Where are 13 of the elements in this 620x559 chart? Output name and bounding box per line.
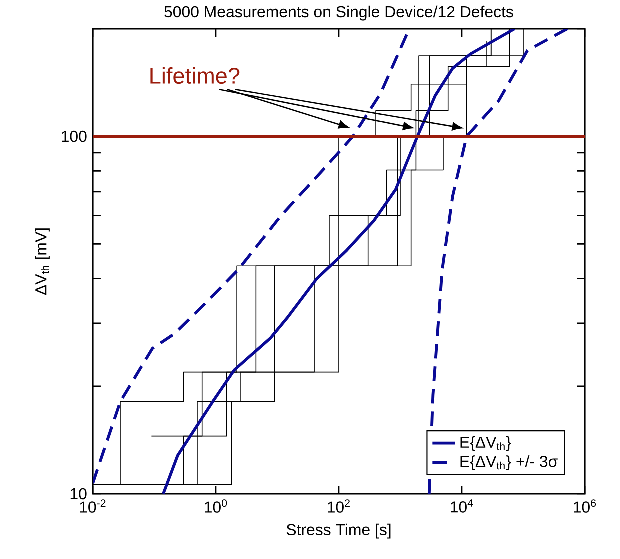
x-tick-label: 10$^{6}$	[574, 500, 596, 513]
ref-line-label: Lifetime?	[150, 67, 240, 84]
legend-label: E{ΔV$_{th}$}	[460, 436, 512, 452]
x-axis-title: Stress Time [s]	[286, 524, 391, 539]
x-tick-label: 10$^{-2}$	[80, 500, 106, 513]
x-tick-label: 10$^{0}$	[205, 500, 228, 513]
y-tick-label: 100	[62, 130, 87, 142]
legend-label: E{ΔV$_{th}$} +/- 3σ	[460, 456, 558, 470]
y-tick-label: 10	[70, 488, 87, 500]
x-tick-label: 10$^{2}$	[328, 500, 350, 513]
y-axis-title: ΔV$_{th}$ [mV]	[35, 228, 50, 296]
x-tick-label: 10$^{4}$	[451, 500, 474, 513]
chart-title: 5000 Measurements on Single Device/12 Defects	[164, 6, 514, 21]
